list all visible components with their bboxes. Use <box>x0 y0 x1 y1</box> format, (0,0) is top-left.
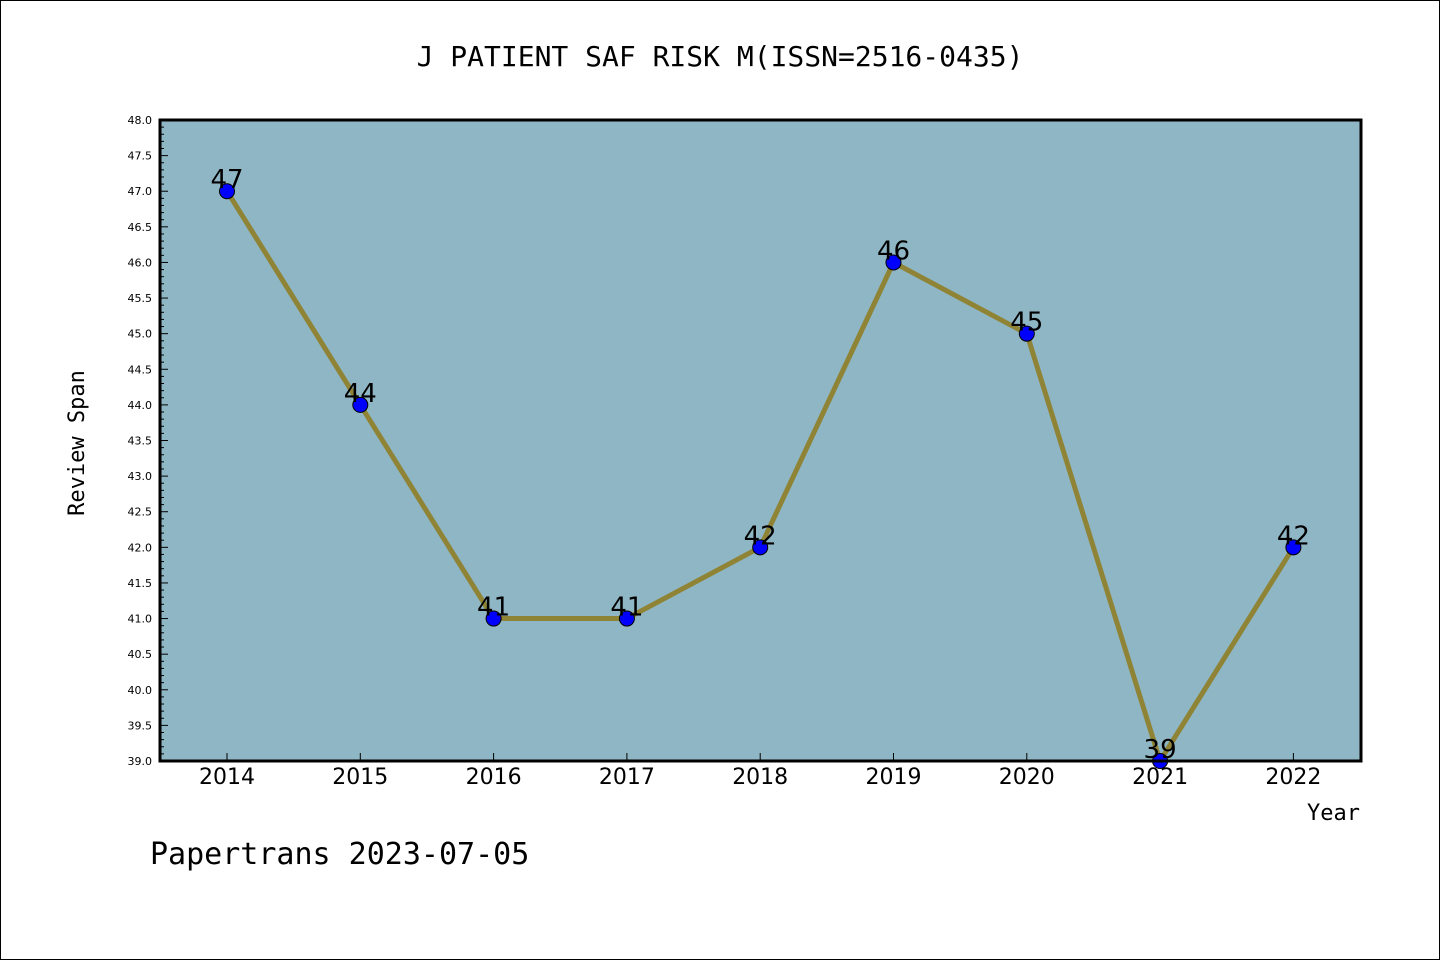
data-point <box>752 539 769 556</box>
data-point <box>1018 325 1035 342</box>
data-point <box>219 183 235 200</box>
x-tick-label: 2017 <box>599 765 655 790</box>
data-label: 44 <box>344 379 377 409</box>
x-tick-label: 2015 <box>332 765 388 790</box>
data-label: 41 <box>610 593 643 623</box>
x-tick-label: 2019 <box>866 765 922 790</box>
x-tick-label: 2016 <box>466 765 522 790</box>
footer-text: Papertrans 2023-07-05 <box>150 837 529 872</box>
y-tick-label: 43.0 <box>128 470 153 483</box>
plot-area <box>160 120 1361 761</box>
y-tick-label: 46.0 <box>128 256 153 269</box>
y-tick-label: 45.5 <box>128 292 153 305</box>
data-point <box>618 610 635 627</box>
data-point <box>1285 539 1302 556</box>
data-label: 46 <box>877 236 910 266</box>
y-tick-label: 47.0 <box>128 185 153 198</box>
x-tick-label: 2022 <box>1265 765 1321 790</box>
y-tick-label: 41.0 <box>128 613 153 626</box>
y-tick-label: 42.0 <box>128 541 153 554</box>
data-point <box>352 396 369 413</box>
y-tick-label: 40.5 <box>128 648 153 661</box>
x-tick-label: 2021 <box>1132 765 1188 790</box>
y-tick-label: 44.5 <box>128 363 153 376</box>
data-point <box>485 610 502 627</box>
y-tick-label: 46.5 <box>128 221 153 234</box>
y-tick-label: 42.5 <box>128 506 153 519</box>
y-axis-label: Review Span <box>65 370 90 516</box>
data-label: 41 <box>477 593 510 623</box>
data-point <box>885 254 902 271</box>
x-tick-label: 2020 <box>999 765 1055 790</box>
data-label: 42 <box>744 521 777 551</box>
y-tick-label: 47.5 <box>128 150 153 163</box>
x-tick-label: 2014 <box>199 765 255 790</box>
y-tick-label: 45.0 <box>128 328 153 341</box>
y-tick-label: 40.0 <box>128 684 153 697</box>
y-tick-label: 39.0 <box>128 755 153 768</box>
y-tick-label: 43.5 <box>128 435 153 448</box>
data-label: 42 <box>1277 521 1310 551</box>
data-label: 45 <box>1010 308 1043 338</box>
chart-title: J PATIENT SAF RISK M(ISSN=2516-0435) <box>417 40 1024 73</box>
x-axis-label: Year <box>1307 801 1360 826</box>
x-axis: 2014 2015 2016 2017 2018 2019 2020 2021 2022 <box>199 753 1321 790</box>
y-tick-label: 44.0 <box>128 399 153 412</box>
y-tick-label: 48.0 <box>128 114 153 127</box>
y-axis: 39.0 39.5 40.0 40.5 41.0 41.5 42.0 42.5 43.0 43.5… <box>128 114 168 768</box>
data-label: 47 <box>210 165 243 195</box>
y-tick-label: 41.5 <box>128 577 153 590</box>
x-tick-label: 2018 <box>732 765 788 790</box>
plot-border <box>158 118 1363 763</box>
y-tick-label: 39.5 <box>128 719 153 732</box>
series-line-group <box>219 183 1302 769</box>
